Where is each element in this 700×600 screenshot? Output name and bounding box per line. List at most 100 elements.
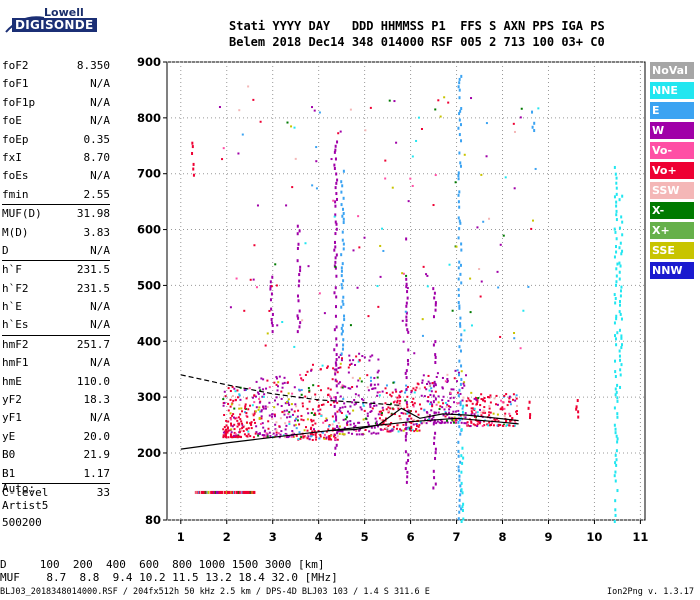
- echo-dot: [241, 424, 244, 427]
- echo-dot: [410, 427, 413, 430]
- legend-item-noval: NoVal: [650, 62, 694, 79]
- echo-dot: [339, 366, 342, 369]
- echo-dot: [459, 322, 462, 326]
- echo-dot: [382, 409, 385, 412]
- echo-dot: [615, 200, 618, 204]
- echo-dot: [286, 416, 289, 419]
- echo-dot: [307, 435, 310, 438]
- echo-dot: [436, 420, 439, 423]
- echo-dot: [288, 423, 291, 426]
- echo-dot: [334, 144, 337, 148]
- echo-dot: [614, 334, 617, 338]
- echo-dot: [266, 405, 269, 408]
- echo-dot: [432, 204, 435, 207]
- echo-dot: [335, 325, 338, 329]
- echo-dot: [403, 407, 406, 410]
- echo-dot: [234, 432, 237, 435]
- echo-dot: [334, 256, 337, 260]
- echo-dot: [242, 425, 245, 428]
- echo-dot: [458, 77, 461, 81]
- echo-dot: [296, 419, 299, 422]
- echo-dot: [513, 332, 516, 335]
- echo-dot: [230, 428, 233, 431]
- echo-dot: [420, 407, 423, 410]
- echo-dot: [243, 433, 246, 436]
- echo-dot: [336, 140, 339, 144]
- echo-dot: [405, 369, 408, 373]
- echo-dot: [327, 400, 330, 403]
- echo-dot: [615, 186, 618, 190]
- echo-dot: [298, 325, 301, 329]
- echo-dot: [225, 430, 228, 433]
- echo-dot: [458, 227, 461, 231]
- echo-dot: [399, 428, 402, 431]
- echo-dot: [391, 428, 394, 431]
- echo-dot: [335, 192, 338, 196]
- echo-dot: [334, 412, 337, 416]
- header-row-values: Belem 2018 Dec14 348 014000 RSF 005 2 71…: [229, 35, 605, 49]
- echo-dot: [480, 414, 483, 417]
- echo-dot: [436, 372, 439, 375]
- echo-dot: [382, 421, 385, 424]
- echo-dot: [238, 403, 241, 406]
- echo-dot: [298, 423, 301, 426]
- echo-dot: [256, 204, 259, 207]
- echo-dot: [342, 302, 345, 306]
- logo-lowell-text: Lowell: [44, 6, 84, 19]
- echo-dot: [342, 338, 345, 342]
- echo-dot: [275, 396, 278, 399]
- echo-dot: [461, 387, 464, 390]
- echo-dot: [333, 396, 336, 399]
- echo-dot: [389, 393, 392, 396]
- echo-dot: [340, 332, 343, 336]
- echo-dot: [453, 401, 456, 404]
- echo-dot: [615, 337, 618, 341]
- echo-dot: [459, 349, 462, 353]
- echo-dot: [337, 382, 340, 385]
- param-value: N/A: [90, 300, 110, 314]
- echo-dot: [384, 387, 387, 390]
- echo-dot: [620, 317, 623, 321]
- echo-dot: [295, 417, 298, 420]
- echo-dot: [513, 337, 516, 340]
- echo-dot: [353, 403, 356, 406]
- echo-dot: [378, 410, 381, 413]
- echo-dot: [616, 262, 619, 266]
- echo-dot: [421, 318, 424, 321]
- param-separator: [2, 482, 110, 484]
- echo-dot: [302, 436, 305, 439]
- echo-dot: [457, 171, 460, 175]
- echo-dot: [429, 393, 432, 396]
- echo-dot: [386, 430, 389, 433]
- echo-dot: [333, 435, 336, 438]
- echo-dot: [345, 422, 348, 425]
- echo-dot: [192, 167, 195, 171]
- echo-dot: [618, 226, 621, 230]
- echo-dot: [620, 215, 623, 219]
- echo-dot: [499, 335, 502, 338]
- echo-dot: [352, 359, 355, 362]
- echo-dot: [341, 262, 344, 266]
- echo-dot: [358, 428, 361, 431]
- echo-dot: [285, 204, 288, 207]
- echo-dot: [487, 396, 490, 399]
- param-name: foF1p: [2, 95, 36, 109]
- echo-dot: [373, 426, 376, 429]
- echo-dot: [432, 384, 435, 388]
- echo-dot: [387, 406, 390, 409]
- echo-dot: [341, 433, 344, 436]
- echo-dot: [531, 219, 534, 222]
- echo-dot: [432, 315, 435, 319]
- param-row: foE N/A: [2, 112, 110, 130]
- echo-dot: [247, 85, 250, 88]
- x-tick-labels: 1 2 3 4 5 6 7 8 9 10 11: [177, 520, 648, 544]
- echo-dot: [251, 396, 254, 399]
- echo-dot: [296, 246, 299, 250]
- echo-dot: [509, 420, 512, 423]
- echo-dot: [289, 415, 292, 418]
- echo-dot: [239, 428, 242, 431]
- echo-dot: [297, 438, 300, 441]
- echo-dot: [345, 416, 348, 419]
- echo-dot: [339, 410, 342, 413]
